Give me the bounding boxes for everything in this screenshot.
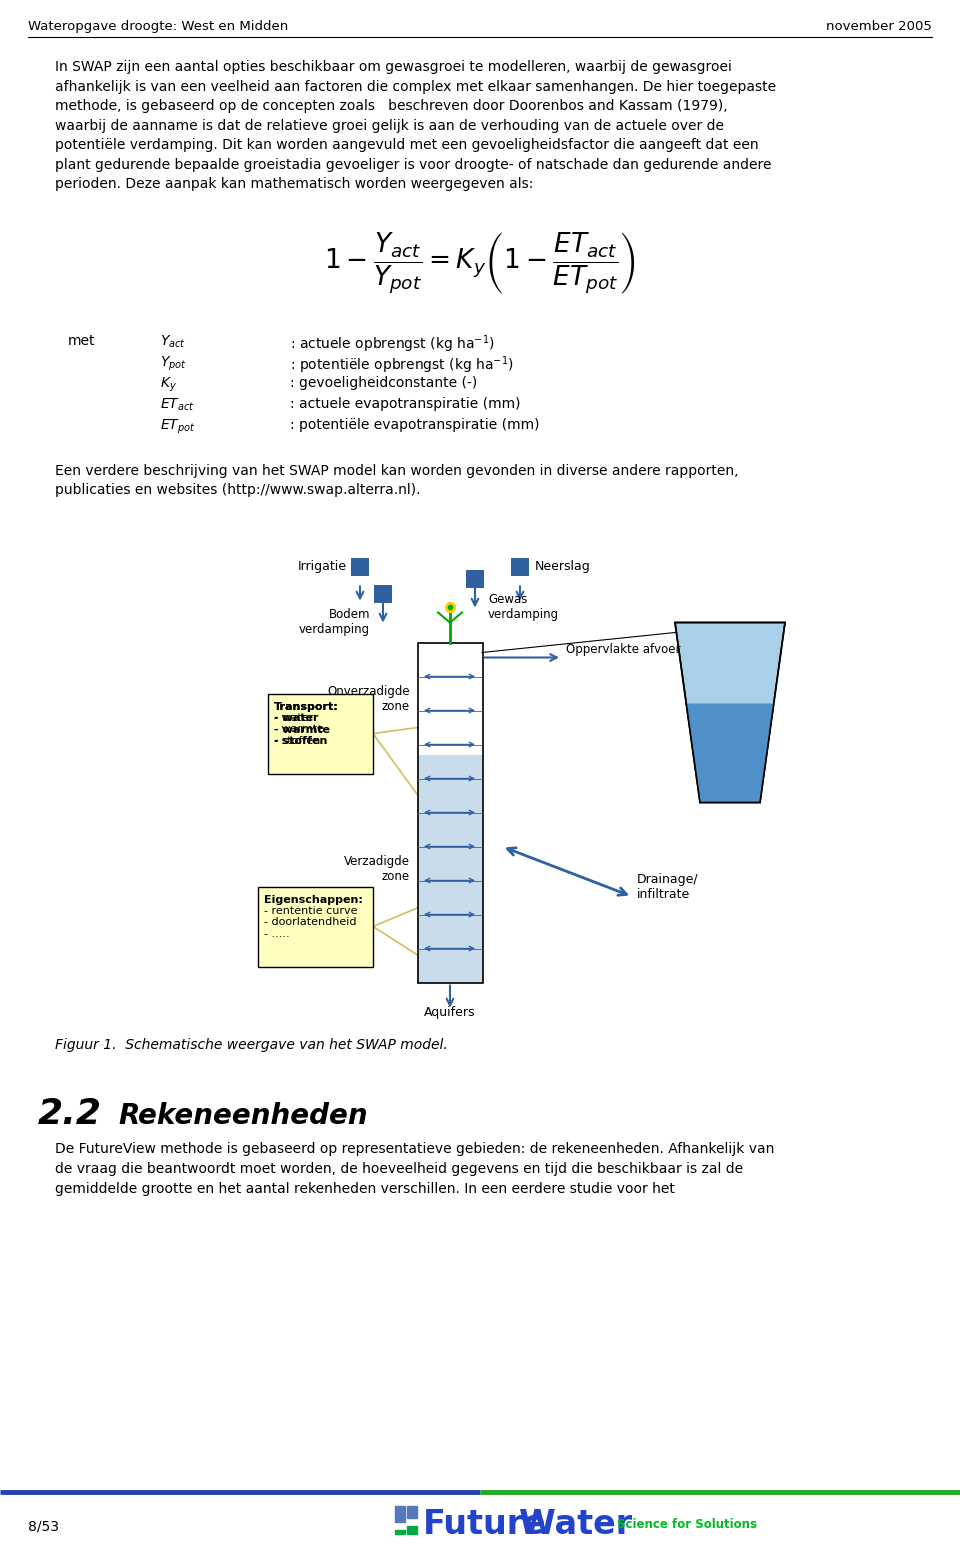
Text: Onverzadigde
zone: Onverzadigde zone bbox=[327, 685, 410, 712]
Bar bbox=[418, 643, 483, 983]
Text: Irrigatie: Irrigatie bbox=[298, 560, 347, 572]
Text: Rekeneenheden: Rekeneenheden bbox=[118, 1101, 368, 1129]
Text: 8/53: 8/53 bbox=[28, 1519, 59, 1534]
Text: november 2005: november 2005 bbox=[827, 20, 932, 33]
Bar bbox=[418, 754, 483, 983]
Bar bbox=[374, 585, 392, 602]
Text: waarbij de aanname is dat de relatieve groei gelijk is aan de verhouding van de : waarbij de aanname is dat de relatieve g… bbox=[55, 119, 724, 133]
Text: $1 - \dfrac{Y_{act}}{Y_{pot}} = K_y \left( 1 - \dfrac{ET_{act}}{ET_{pot}} \right: $1 - \dfrac{Y_{act}}{Y_{pot}} = K_y \lef… bbox=[324, 230, 636, 296]
Text: - water
- warmte
- stoffen: - water - warmte - stoffen bbox=[274, 712, 324, 746]
FancyBboxPatch shape bbox=[268, 693, 373, 773]
Text: Transport:
- water
- warmte
- stoffen: Transport: - water - warmte - stoffen bbox=[274, 701, 339, 746]
Text: Future: Future bbox=[423, 1508, 547, 1541]
Text: afhankelijk is van een veelheid aan factoren die complex met elkaar samenhangen.: afhankelijk is van een veelheid aan fact… bbox=[55, 80, 776, 94]
Text: $Y_{pot}$: $Y_{pot}$ bbox=[160, 354, 186, 373]
Text: $K_y$: $K_y$ bbox=[160, 375, 177, 394]
Text: Neerslag: Neerslag bbox=[535, 560, 590, 572]
Bar bbox=[407, 1526, 417, 1534]
Bar bbox=[395, 1505, 405, 1523]
Text: : actuele opbrengst (kg ha$^{-1}$): : actuele opbrengst (kg ha$^{-1}$) bbox=[290, 334, 494, 354]
Text: Gewas
verdamping: Gewas verdamping bbox=[488, 593, 559, 621]
Text: Figuur 1.  Schematische weergave van het SWAP model.: Figuur 1. Schematische weergave van het … bbox=[55, 1038, 447, 1052]
Text: Bodem
verdamping: Bodem verdamping bbox=[299, 607, 370, 635]
Text: $ET_{pot}$: $ET_{pot}$ bbox=[160, 417, 196, 436]
FancyBboxPatch shape bbox=[258, 886, 373, 966]
Text: Wateropgave droogte: West en Midden: Wateropgave droogte: West en Midden bbox=[28, 20, 288, 33]
Text: met: met bbox=[68, 334, 95, 348]
Text: Een verdere beschrijving van het SWAP model kan worden gevonden in diverse ander: Een verdere beschrijving van het SWAP mo… bbox=[55, 464, 738, 478]
Text: Aquifers: Aquifers bbox=[424, 1005, 476, 1019]
Text: De FutureView methode is gebaseerd op representatieve gebieden: de rekeneenheden: De FutureView methode is gebaseerd op re… bbox=[55, 1143, 775, 1157]
Text: Eigenschappen:: Eigenschappen: bbox=[264, 894, 363, 905]
Text: Water: Water bbox=[519, 1508, 632, 1541]
Text: Science for Solutions: Science for Solutions bbox=[617, 1518, 757, 1530]
Polygon shape bbox=[675, 622, 785, 803]
Text: $Y_{act}$: $Y_{act}$ bbox=[160, 334, 186, 350]
Text: Drainage/
infiltrate: Drainage/ infiltrate bbox=[637, 872, 699, 900]
Text: - rententie curve
- doorlatendheid
- .....: - rententie curve - doorlatendheid - ...… bbox=[264, 905, 357, 939]
Text: : actuele evapotranspiratie (mm): : actuele evapotranspiratie (mm) bbox=[290, 397, 520, 411]
Text: potentiële verdamping. Dit kan worden aangevuld met een gevoeligheidsfactor die : potentiële verdamping. Dit kan worden aa… bbox=[55, 138, 758, 152]
Text: : potentiële opbrengst (kg ha$^{-1}$): : potentiële opbrengst (kg ha$^{-1}$) bbox=[290, 354, 514, 376]
Text: methode, is gebaseerd op de concepten zoals   beschreven door Doorenbos and Kass: methode, is gebaseerd op de concepten zo… bbox=[55, 99, 728, 113]
Text: Oppervlakte afvoer: Oppervlakte afvoer bbox=[566, 643, 681, 655]
Polygon shape bbox=[686, 704, 774, 803]
Bar bbox=[351, 558, 369, 575]
Text: $ET_{act}$: $ET_{act}$ bbox=[160, 397, 195, 412]
Text: de vraag die beantwoordt moet worden, de hoeveelheid gegevens en tijd die beschi: de vraag die beantwoordt moet worden, de… bbox=[55, 1162, 743, 1176]
Bar bbox=[407, 1505, 417, 1518]
Bar bbox=[511, 558, 529, 575]
Bar bbox=[466, 569, 484, 588]
Text: In SWAP zijn een aantal opties beschikbaar om gewasgroei te modelleren, waarbij : In SWAP zijn een aantal opties beschikba… bbox=[55, 60, 732, 74]
Text: plant gedurende bepaalde groeistadia gevoeliger is voor droogte- of natschade da: plant gedurende bepaalde groeistadia gev… bbox=[55, 157, 772, 171]
Text: publicaties en websites (http://www.swap.alterra.nl).: publicaties en websites (http://www.swap… bbox=[55, 483, 420, 497]
Text: Verzadigde
zone: Verzadigde zone bbox=[344, 855, 410, 883]
Bar bbox=[418, 870, 483, 983]
Text: : potentiële evapotranspiratie (mm): : potentiële evapotranspiratie (mm) bbox=[290, 417, 540, 431]
Text: : gevoeligheidconstante (-): : gevoeligheidconstante (-) bbox=[290, 375, 477, 389]
Text: Transport:: Transport: bbox=[274, 701, 339, 712]
Text: gemiddelde grootte en het aantal rekenheden verschillen. In een eerdere studie v: gemiddelde grootte en het aantal rekenhe… bbox=[55, 1182, 675, 1195]
Text: 2.2: 2.2 bbox=[38, 1098, 102, 1132]
Bar bbox=[395, 1530, 405, 1534]
Text: perioden. Deze aanpak kan mathematisch worden weergegeven als:: perioden. Deze aanpak kan mathematisch w… bbox=[55, 177, 534, 191]
